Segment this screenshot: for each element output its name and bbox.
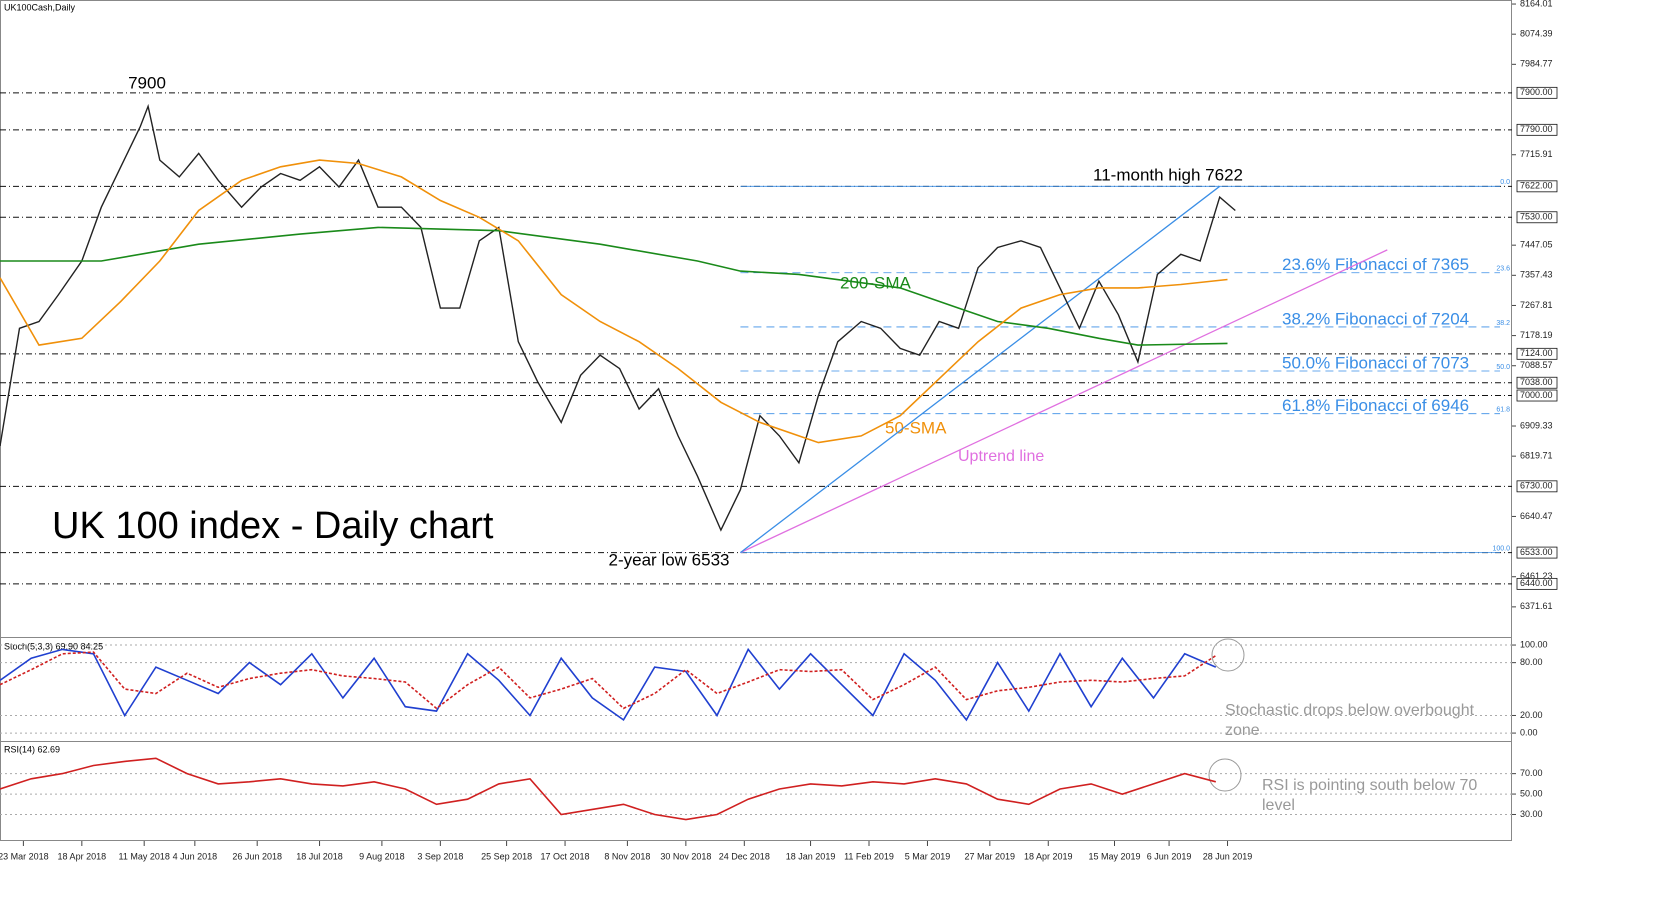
level-box [1516,546,1558,559]
series-line [0,103,1236,532]
x-tick-label: 5 Mar 2019 [905,851,951,861]
series-line [0,647,1217,722]
y-tick-label: 20.00 [1520,710,1543,720]
x-tick-label: 26 Jun 2018 [232,851,282,861]
x-tick-label: 30 Nov 2018 [660,851,711,861]
x-tick-label: 4 Jun 2018 [173,851,218,861]
fib-level: 50.0 [1496,364,1510,371]
level-box [1516,389,1558,402]
highlight-circle [1211,638,1245,672]
x-tick-label: 27 Mar 2019 [965,851,1016,861]
y-tick-label: 8074.39 [1520,29,1553,39]
level-label: 7790.00 [1520,124,1553,134]
fib-level: 0.0 [1500,179,1510,186]
annotation: zone [1225,722,1260,739]
level-label: 7900.00 [1520,87,1553,97]
annotation: 2-year low 6533 [609,550,730,569]
level-box [1516,180,1558,193]
stoch-title: Stoch(5,3,3) 69.90 84.25 [4,641,103,651]
x-tick-label: 24 Dec 2018 [719,851,770,861]
y-tick-label: 7984.77 [1520,59,1553,69]
level-box [1516,376,1558,389]
annotation: Stochastic drops below overbought [1225,702,1475,719]
x-tick-label: 28 Jun 2019 [1203,851,1253,861]
fib-level: 100.0 [1492,545,1510,552]
x-tick-label: 11 May 2018 [118,851,169,861]
annotation: level [1262,797,1295,814]
fib-level: 61.8 [1496,407,1510,414]
y-tick-label: 6461.23 [1520,571,1553,581]
x-tick-label: 8 Nov 2018 [604,851,650,861]
level-label: 7000.00 [1520,390,1553,400]
level-label: 7038.00 [1520,377,1553,387]
x-tick-label: 18 Apr 2019 [1024,851,1073,861]
fib-text: 50.0% Fibonacci of 7073 [1282,353,1469,372]
x-tick-label: 25 Sep 2018 [481,851,532,861]
series-line [0,651,1217,710]
series-line [0,226,1228,346]
y-tick-label: 8164.01 [1520,0,1553,8]
x-tick-label: 23 Mar 2018 [0,851,49,861]
level-box [1516,211,1558,224]
y-tick-label: 6819.71 [1520,451,1553,461]
y-tick-label: 7088.57 [1520,360,1553,370]
y-tick-label: 50.00 [1520,788,1543,798]
frame [0,0,1512,841]
x-tick-label: 6 Jun 2019 [1147,851,1192,861]
y-tick-label: 6371.61 [1520,601,1553,611]
y-tick-label: 7267.81 [1520,300,1553,310]
y-tick-label: 80.00 [1520,657,1543,667]
fib-level: 23.6 [1496,266,1510,273]
series-line [0,757,1217,821]
level-box [1516,480,1558,493]
series-line [0,159,1228,444]
y-tick-label: 7447.05 [1520,240,1553,250]
level-label: 6440.00 [1520,578,1553,588]
highlight-circle [1208,758,1242,792]
rsi-title: RSI(14) 62.69 [4,744,60,754]
y-tick-label: 7715.91 [1520,149,1553,159]
x-tick-label: 9 Aug 2018 [359,851,405,861]
x-tick-label: 15 May 2019 [1088,851,1140,861]
chart-title: UK100Cash,Daily [4,2,76,12]
series-line [740,185,1221,554]
level-label: 7530.00 [1520,212,1553,222]
x-tick-label: 3 Sep 2018 [417,851,463,861]
level-label: 7622.00 [1520,181,1553,191]
y-tick-label: 6909.33 [1520,420,1553,430]
x-tick-label: 18 Apr 2018 [58,851,107,861]
y-tick-label: 7178.19 [1520,330,1553,340]
y-tick-label: 100.00 [1520,639,1548,649]
level-label: 6730.00 [1520,481,1553,491]
level-box [1516,347,1558,360]
level-box [1516,123,1558,136]
level-box [1516,577,1558,590]
level-box [1516,86,1558,99]
fib-text: 23.6% Fibonacci of 7365 [1282,255,1469,274]
y-tick-label: 30.00 [1520,809,1543,819]
fib-level: 38.2 [1496,320,1510,327]
level-label: 6533.00 [1520,547,1553,557]
y-tick-label: 70.00 [1520,768,1543,778]
x-tick-label: 17 Oct 2018 [541,851,590,861]
series-line [740,249,1388,554]
sma-label: 50-SMA [885,418,947,437]
fib-text: 38.2% Fibonacci of 7204 [1282,309,1469,328]
x-tick-label: 18 Jan 2019 [786,851,836,861]
y-tick-label: 0.00 [1520,727,1538,737]
caption: UK 100 index - Daily chart [52,505,494,547]
annotation: RSI is pointing south below 70 [1262,777,1477,794]
x-tick-label: 11 Feb 2019 [844,851,894,861]
fib-text: 61.8% Fibonacci of 6946 [1282,396,1469,415]
sma-label: 200-SMA [840,273,912,292]
level-label: 7124.00 [1520,348,1553,358]
y-tick-label: 7357.43 [1520,270,1553,280]
annotation: 7900 [128,73,166,92]
annotation: 11-month high 7622 [1093,165,1243,184]
y-tick-label: 6640.47 [1520,511,1553,521]
x-tick-label: 18 Jul 2018 [296,851,343,861]
trend-label: Uptrend line [958,448,1044,465]
